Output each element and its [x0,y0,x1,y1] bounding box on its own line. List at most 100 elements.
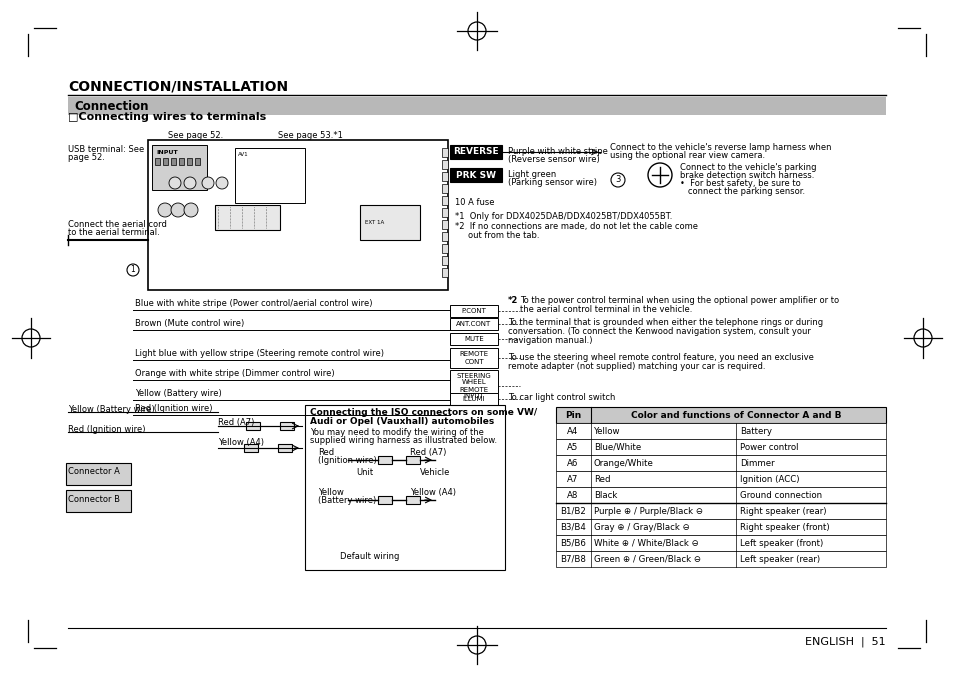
Text: remote adapter (not supplied) matching your car is required.: remote adapter (not supplied) matching y… [507,362,764,371]
Bar [234,148,305,203]
Circle shape [171,203,185,217]
Bar [377,456,392,464]
Text: You may need to modify the wiring of the: You may need to modify the wiring of the [310,428,483,437]
Text: STEERING
WHEEL
REMOTE
INPUT: STEERING WHEEL REMOTE INPUT [456,372,491,400]
Text: *2  If no connections are made, do not let the cable come: *2 If no connections are made, do not le… [455,222,698,231]
Bar [441,196,448,205]
Text: Battery: Battery [740,427,771,435]
Text: Left speaker (front): Left speaker (front) [740,539,822,548]
Circle shape [184,203,198,217]
Text: See page 52.: See page 52. [168,131,223,140]
Text: Orange/White: Orange/White [594,458,653,468]
Bar [305,405,504,570]
Text: Yellow (Battery wire): Yellow (Battery wire) [135,389,221,398]
Text: Yellow (A4): Yellow (A4) [410,488,456,497]
Bar [450,145,501,159]
Text: Red (Ignition wire): Red (Ignition wire) [68,425,146,434]
Text: To car light control switch: To car light control switch [507,393,615,402]
Text: A7: A7 [567,475,578,483]
Text: Audi or Opel (Vauxhall) automobiles: Audi or Opel (Vauxhall) automobiles [310,417,494,426]
Text: Connector B: Connector B [68,495,120,504]
Text: Yellow (A4): Yellow (A4) [218,438,264,447]
Bar [556,503,885,519]
Text: Blue/White: Blue/White [594,443,640,452]
Text: EXT 1A: EXT 1A [365,220,384,224]
Text: Red (Ignition wire): Red (Ignition wire) [135,404,213,413]
Text: B7/B8: B7/B8 [559,554,585,564]
Text: Unit: Unit [355,468,373,477]
Text: page 52.: page 52. [68,153,105,162]
Text: □Connecting wires to terminals: □Connecting wires to terminals [68,112,266,122]
Text: Connecting the ISO connectors on some VW/: Connecting the ISO connectors on some VW… [310,408,537,417]
Text: A8: A8 [567,491,578,500]
Bar [556,439,885,455]
Bar [441,244,448,253]
Bar [280,422,294,430]
Bar [450,348,497,368]
Bar [556,471,885,487]
Text: connect the parking sensor.: connect the parking sensor. [679,187,804,196]
Text: Connect to the vehicle's reverse lamp harness when: Connect to the vehicle's reverse lamp ha… [609,143,831,152]
Text: using the optional rear view camera.: using the optional rear view camera. [609,151,764,160]
Bar [441,256,448,265]
Text: brake detection switch harness.: brake detection switch harness. [679,171,814,180]
Text: Gray ⊕ / Gray/Black ⊖: Gray ⊕ / Gray/Black ⊖ [594,523,689,531]
Text: USB terminal: See: USB terminal: See [68,145,144,154]
Text: Right speaker (front): Right speaker (front) [740,523,829,531]
Text: Power control: Power control [740,443,798,452]
Text: Orange with white stripe (Dimmer control wire): Orange with white stripe (Dimmer control… [135,369,335,378]
Text: Purple with white stripe: Purple with white stripe [507,147,607,156]
Text: conversation. (To connect the Kenwood navigation system, consult your: conversation. (To connect the Kenwood na… [507,327,810,336]
Circle shape [202,177,213,189]
Text: Dimmer: Dimmer [740,458,774,468]
Bar [556,487,885,503]
Text: To the power control terminal when using the optional power amplifier or to: To the power control terminal when using… [519,296,839,305]
Text: Red: Red [594,475,610,483]
Bar [450,305,497,317]
Text: 1: 1 [131,266,135,274]
Text: 3: 3 [615,176,620,185]
Text: Connector A: Connector A [68,468,120,477]
Text: B5/B6: B5/B6 [559,539,585,548]
Bar [214,205,280,230]
Circle shape [169,177,181,189]
Bar [556,407,885,423]
Bar [277,444,292,452]
Text: Vehicle: Vehicle [419,468,450,477]
Text: See page 53.*1: See page 53.*1 [277,131,342,140]
Text: Right speaker (rear): Right speaker (rear) [740,506,825,516]
Text: INPUT: INPUT [156,150,177,155]
Text: Connection: Connection [74,99,149,112]
Text: PRK SW: PRK SW [456,170,496,180]
Bar [441,148,448,157]
Text: Red: Red [317,448,334,457]
Bar [359,205,419,240]
Bar [441,220,448,229]
Circle shape [184,177,195,189]
Text: MUTE: MUTE [464,336,483,342]
Text: Ground connection: Ground connection [740,491,821,500]
Text: (Ignition wire): (Ignition wire) [317,456,376,465]
Bar [406,496,419,504]
Bar [244,444,257,452]
Text: (Parking sensor wire): (Parking sensor wire) [507,178,597,187]
Bar [148,140,448,290]
Text: Yellow: Yellow [317,488,343,497]
Bar [441,208,448,217]
Bar [377,496,392,504]
Text: (Battery wire): (Battery wire) [317,496,375,505]
Text: Yellow: Yellow [594,427,619,435]
Text: Ignition (ACC): Ignition (ACC) [740,475,799,483]
Text: To the terminal that is grounded when either the telephone rings or during: To the terminal that is grounded when ei… [507,318,822,327]
Bar [152,145,207,190]
Circle shape [215,177,228,189]
Text: out from the tab.: out from the tab. [468,231,539,240]
Bar [441,172,448,181]
Bar [406,456,419,464]
Text: AV1: AV1 [237,152,249,157]
Text: Red (A7): Red (A7) [410,448,446,457]
Text: (Reverse sensor wire): (Reverse sensor wire) [507,155,599,164]
Bar [556,519,885,535]
Text: navigation manual.): navigation manual.) [507,336,592,345]
Bar [450,168,501,182]
